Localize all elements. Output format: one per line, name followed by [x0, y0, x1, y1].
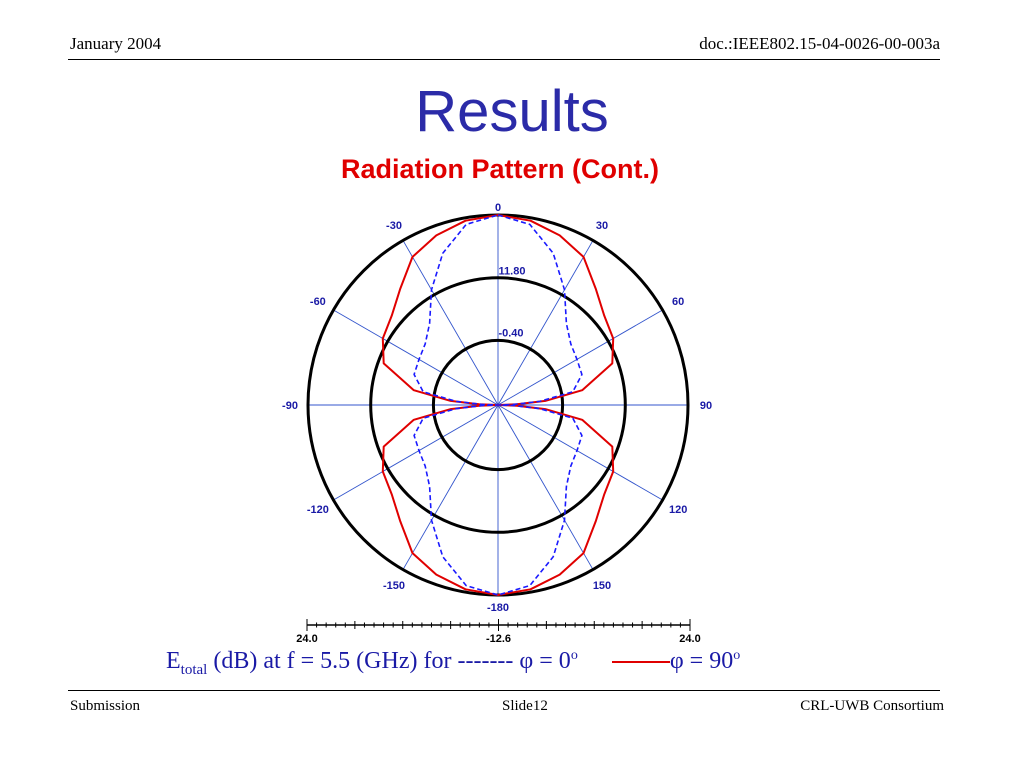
angle-label--30: -30: [386, 220, 402, 232]
angle-label-150: 150: [593, 580, 611, 592]
slide-subtitle: Radiation Pattern (Cont.): [341, 154, 659, 184]
caption-phi0-degree: o: [570, 648, 578, 663]
footer-consortium: CRL-UWB Consortium: [800, 698, 944, 714]
caption-e: E: [166, 648, 181, 674]
angle-label--90: -90: [282, 400, 298, 412]
angle-label-120: 120: [669, 504, 687, 516]
slide-title: Results: [415, 79, 609, 144]
chart-caption: Etotal (dB) at f = 5.5 (GHz) for -------…: [166, 648, 740, 679]
angle-label--120: -120: [307, 504, 329, 516]
caption-solid-sample: [611, 661, 670, 664]
angle-label--60: -60: [310, 296, 326, 308]
grid-ring-1: [369, 276, 627, 534]
angle-label-60: 60: [672, 296, 684, 308]
caption-text: (dB) at f = 5.5 (GHz) for: [207, 648, 458, 674]
caption-phi90-degree: o: [733, 648, 741, 663]
scale-label-center: -12.6: [486, 633, 511, 645]
footer-submission: Submission: [70, 698, 141, 714]
angle-label--180: -180: [487, 602, 509, 614]
caption-e-subscript: total: [180, 661, 208, 678]
scale-label-right: 24.0: [679, 633, 700, 645]
footer-slide-number: Slide12: [502, 698, 548, 714]
angle-label-30: 30: [596, 220, 608, 232]
header-date: January 2004: [70, 34, 162, 53]
header-rule: [68, 59, 940, 60]
pattern-trace-phi-90: [381, 214, 615, 596]
grid-ring-0: [431, 338, 565, 472]
angle-label--150: -150: [383, 580, 405, 592]
pattern-trace-phi-0: [413, 214, 583, 596]
header-doc-id: doc.:IEEE802.15-04-0026-00-003a: [699, 34, 940, 53]
caption-phi90: φ = 90: [669, 648, 734, 674]
radial-label-middle: 11.80: [499, 266, 526, 278]
angle-label-90: 90: [700, 400, 712, 412]
footer-rule: [68, 690, 940, 691]
caption-dash-sample: -------: [457, 648, 514, 674]
angle-label-0: 0: [495, 202, 501, 214]
radial-label-inner: -0.40: [498, 327, 523, 339]
caption-phi0: φ = 0: [513, 648, 571, 674]
scale-label-left: 24.0: [296, 633, 317, 645]
